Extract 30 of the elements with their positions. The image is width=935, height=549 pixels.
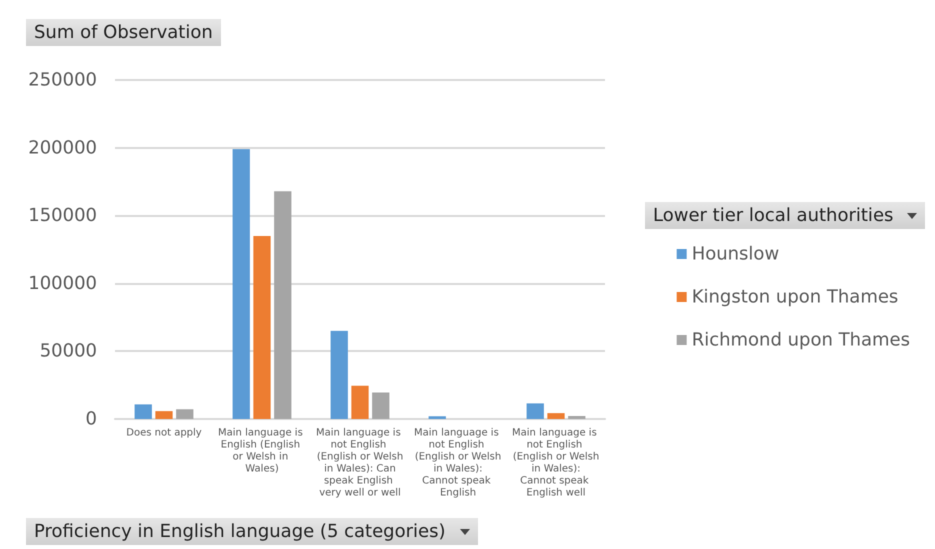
bar: [568, 416, 586, 419]
legend-title: Lower tier local authorities: [645, 202, 926, 229]
chart-title: Sum of Observation: [26, 19, 221, 46]
y-tick-label: 150000: [28, 205, 97, 226]
bar: [526, 403, 544, 419]
bar: [253, 236, 271, 419]
y-tick-label: 250000: [28, 70, 97, 90]
x-tick-label: Main language is not English (English or Welsh in Wales): Can speak English very well or well: [316, 428, 404, 498]
x-tick-label: Main language is not English (English or Welsh in Wales): Cannot speak English well: [512, 428, 600, 498]
x-tick-label: Main language is not English (English or Welsh in Wales): Cannot speak English: [414, 428, 502, 498]
legend-label: Kingston upon Thames: [692, 286, 898, 308]
bar: [428, 416, 446, 419]
bar: [155, 411, 173, 419]
x-tick-label: Does not apply: [126, 428, 202, 438]
y-tick-label: 100000: [28, 272, 97, 294]
legend-label: Richmond upon Thames: [692, 330, 910, 350]
bar: [351, 386, 369, 419]
bar: [372, 392, 390, 419]
x-tick-label: Main language is English (English or Welsh in Wales): [218, 428, 306, 474]
bar: [274, 191, 292, 419]
y-tick-label: 50000: [40, 340, 97, 362]
legend-label: Hounslow: [692, 244, 780, 264]
y-tick-label: 0: [86, 408, 97, 430]
bar: [547, 413, 565, 419]
bar: [176, 409, 194, 419]
y-tick-label: 200000: [28, 137, 97, 158]
bar: [134, 404, 152, 419]
bar: [232, 149, 250, 419]
bar: [330, 330, 348, 419]
x-axis-title: Proficiency in English language (5 categories): [26, 518, 478, 545]
